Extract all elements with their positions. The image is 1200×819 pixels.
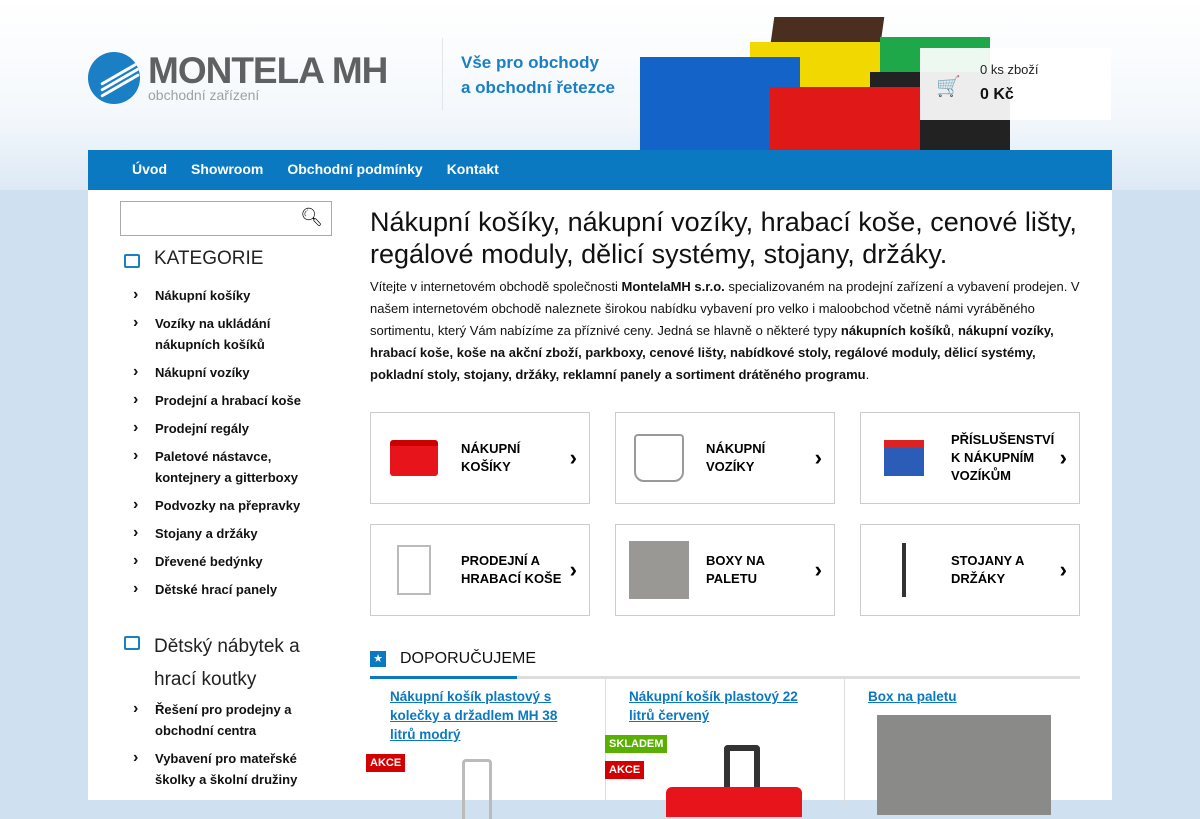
product-link[interactable]: Nákupní košík plastový 22 litrů červený [629,689,798,723]
product-image [666,745,802,817]
category-item[interactable]: Prodejní a hrabací koše [133,389,313,411]
main-nav: Úvod Showroom Obchodní podmínky Kontakt [88,150,1112,190]
category-tile[interactable]: Nákupní vozíky › [615,412,835,504]
search-input[interactable]: 🔍︎ [120,201,332,236]
category-tile[interactable]: Nákupní košíky › [370,412,590,504]
category-icon [124,636,140,650]
nav-showroom[interactable]: Showroom [191,161,264,177]
category-item[interactable]: Dřevené bedýnky [133,550,313,572]
tile-label: Stojany a držáky [951,553,1024,586]
chevron-right-icon: › [1059,557,1067,582]
nav-obchodni-podminky[interactable]: Obchodní podmínky [287,161,423,177]
category-tile[interactable]: Stojany a držáky › [860,524,1080,616]
cart-count: 0 ks zboží [980,62,1039,77]
category-icon [124,254,140,268]
chevron-right-icon: › [814,445,822,470]
category-list: Nákupní košíky Vozíky na ukládání nákupní… [133,284,313,607]
category-item[interactable]: Vybavení pro mateřské školky a školní dr… [133,747,313,790]
category-item[interactable]: Stojany a držáky [133,522,313,544]
chevron-right-icon: › [1059,445,1067,470]
search-icon[interactable]: 🔍︎ [300,207,323,227]
nav-uvod[interactable]: Úvod [132,161,167,177]
logo-subtitle: obchodní zařízení [148,87,260,103]
category-item[interactable]: Nákupní košíky [133,284,313,306]
tile-image [628,540,690,600]
chevron-right-icon: › [569,557,577,582]
category-tile[interactable]: Příslušenství k nákupním vozíkům › [860,412,1080,504]
product-card[interactable]: Nákupní košík plastový s kolečky a držad… [366,679,606,819]
chevron-right-icon: › [814,557,822,582]
recommended-title: DOPORUČUJEME [400,650,537,667]
category-heading-2: Dětský nábytek a hrací koutky [124,630,324,696]
category-tile[interactable]: Boxy na paletu › [615,524,835,616]
nav-kontakt[interactable]: Kontakt [446,161,499,177]
slogan: Vše pro obchody a obchodní řetezce [461,53,615,97]
product-card[interactable]: Box na paletu [845,679,1080,815]
category-item[interactable]: Vozíky na ukládání nákupních košíků [133,312,313,355]
logo-mark [88,52,140,104]
skladem-badge: SKLADEM [605,735,668,753]
chevron-right-icon: › [569,445,577,470]
akce-badge: AKCE [366,754,406,772]
tile-label: Nákupní vozíky [706,441,766,474]
recommended-section: ★ DOPORUČUJEME Nákupní košík plastový s k… [366,642,1080,819]
logo[interactable]: MONTELA MH obchodní zařízení [88,50,388,104]
page-title: Nákupní košíky, nákupní vozíky, hrabací … [370,207,1077,269]
product-image [877,715,1051,815]
star-icon: ★ [370,651,386,667]
akce-badge: AKCE [605,761,645,779]
category-item[interactable]: Nákupní vozíky [133,361,313,383]
logo-text: MONTELA MH [148,50,388,91]
product-image [462,759,492,819]
category-item[interactable]: Řešení pro prodejny a obchodní centra [133,698,313,741]
category-item[interactable]: Paletové nástavce, kontejnery a gitterbo… [133,445,313,488]
category-tile[interactable]: Prodejní a hrabací koše › [370,524,590,616]
tile-label: Příslušenství k nákupním vozíkům [951,432,1055,483]
tile-image [383,540,445,600]
tile-image [873,428,935,488]
tile-image [383,428,445,488]
content-panel: 🔍︎ KATEGORIE Nákupní košíky Vozíky na ukl… [88,190,1112,819]
category-list-2: Řešení pro prodejny a obchodní centra Vyb… [133,698,313,797]
tile-label: Prodejní a hrabací koše [461,553,562,586]
cart-total: 0 Kč [980,86,1014,103]
divider [442,38,443,110]
category-item[interactable]: Dětské hrací panely [133,578,313,600]
category-heading: KATEGORIE [124,248,263,270]
cart-icon: 🛒 [936,76,961,98]
tile-image [873,540,935,600]
product-link[interactable]: Box na paletu [868,689,957,704]
category-item[interactable]: Prodejní regály [133,417,313,439]
product-card[interactable]: Nákupní košík plastový 22 litrů červený … [605,679,845,817]
tile-image [628,428,690,488]
product-link[interactable]: Nákupní košík plastový s kolečky a držad… [390,689,558,742]
cart-summary[interactable]: 🛒 0 ks zboží 0 Kč [920,48,1111,120]
intro-text: Vítejte v internetovém obchodě společnos… [370,279,1080,382]
category-item[interactable]: Podvozky na přepravky [133,494,313,516]
tile-label: Boxy na paletu [706,553,765,586]
tile-label: Nákupní košíky [461,441,521,474]
